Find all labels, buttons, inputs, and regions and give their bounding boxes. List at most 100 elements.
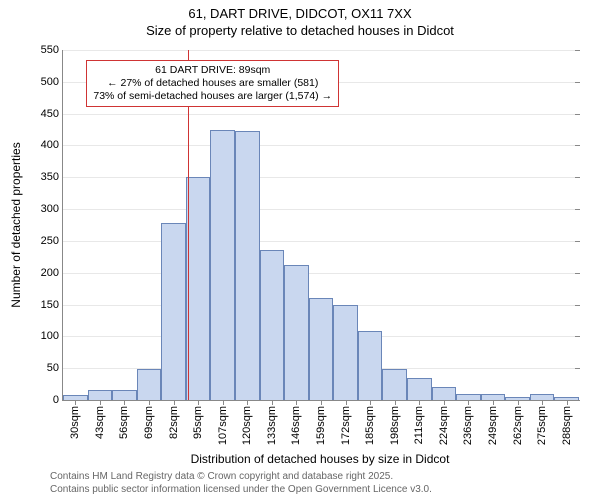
gridline — [63, 241, 579, 242]
annotation-box: 61 DART DRIVE: 89sqm← 27% of detached ho… — [86, 60, 339, 107]
annotation-line-3: 73% of semi-detached houses are larger (… — [93, 90, 332, 102]
xtick-label: 275sqm — [536, 406, 548, 445]
ytick-label: 350 — [41, 171, 59, 183]
histogram-bar — [432, 387, 457, 400]
histogram-bar — [161, 223, 186, 400]
histogram-bar — [333, 305, 358, 400]
histogram-bar — [407, 378, 432, 400]
title-line-2: Size of property relative to detached ho… — [146, 23, 454, 38]
xtick-mark — [468, 400, 469, 405]
gridline — [63, 114, 579, 115]
xtick-mark — [174, 400, 175, 405]
xtick-label: 133sqm — [266, 406, 278, 445]
xtick-mark — [198, 400, 199, 405]
y-axis-label: Number of detached properties — [9, 142, 23, 307]
ytick-label: 200 — [41, 267, 59, 279]
ytick-mark — [575, 209, 580, 210]
histogram-bar — [382, 369, 407, 400]
xtick-label: 95sqm — [192, 406, 204, 439]
gridline — [63, 177, 579, 178]
xtick-mark — [247, 400, 248, 405]
footer-line-2: Contains public sector information licen… — [50, 484, 432, 495]
annotation-line-2: ← 27% of detached houses are smaller (58… — [107, 77, 318, 89]
xtick-mark — [124, 400, 125, 405]
xtick-label: 262sqm — [512, 406, 524, 445]
xtick-mark — [223, 400, 224, 405]
xtick-mark — [542, 400, 543, 405]
xtick-mark — [149, 400, 150, 405]
xtick-label: 69sqm — [143, 406, 155, 439]
plot-area: 05010015020025030035040045050055030sqm43… — [62, 50, 579, 401]
ytick-label: 450 — [41, 108, 59, 120]
histogram-bar — [235, 131, 260, 400]
ytick-mark — [575, 400, 580, 401]
ytick-mark — [575, 82, 580, 83]
ytick-label: 150 — [41, 299, 59, 311]
gridline — [63, 209, 579, 210]
chart-title: 61, DART DRIVE, DIDCOT, OX11 7XX Size of… — [0, 0, 600, 40]
ytick-mark — [575, 145, 580, 146]
ytick-mark — [575, 177, 580, 178]
xtick-label: 120sqm — [241, 406, 253, 445]
ytick-mark — [575, 273, 580, 274]
xtick-mark — [419, 400, 420, 405]
gridline — [63, 273, 579, 274]
annotation-line-1: 61 DART DRIVE: 89sqm — [155, 64, 270, 76]
xtick-label: 249sqm — [487, 406, 499, 445]
xtick-label: 236sqm — [462, 406, 474, 445]
xtick-mark — [518, 400, 519, 405]
histogram-bar — [260, 250, 285, 400]
xtick-label: 56sqm — [118, 406, 130, 439]
xtick-label: 198sqm — [389, 406, 401, 445]
histogram-bar — [186, 177, 211, 400]
ytick-label: 250 — [41, 235, 59, 247]
xtick-label: 224sqm — [438, 406, 450, 445]
histogram-bar — [284, 265, 309, 400]
xtick-label: 288sqm — [561, 406, 573, 445]
xtick-mark — [75, 400, 76, 405]
histogram-bar — [88, 390, 113, 400]
xtick-mark — [395, 400, 396, 405]
ytick-label: 50 — [47, 362, 59, 374]
xtick-mark — [370, 400, 371, 405]
xtick-mark — [567, 400, 568, 405]
xtick-label: 30sqm — [69, 406, 81, 439]
ytick-mark — [575, 50, 580, 51]
histogram-bar — [210, 130, 235, 400]
xtick-label: 82sqm — [168, 406, 180, 439]
x-axis-label: Distribution of detached houses by size … — [62, 452, 578, 466]
xtick-label: 172sqm — [340, 406, 352, 445]
ytick-label: 500 — [41, 76, 59, 88]
xtick-mark — [321, 400, 322, 405]
xtick-mark — [444, 400, 445, 405]
xtick-label: 107sqm — [217, 406, 229, 445]
ytick-label: 100 — [41, 330, 59, 342]
ytick-mark — [575, 305, 580, 306]
xtick-label: 211sqm — [413, 406, 425, 444]
xtick-mark — [272, 400, 273, 405]
xtick-mark — [346, 400, 347, 405]
footer-line-1: Contains HM Land Registry data © Crown c… — [50, 471, 393, 482]
ytick-label: 300 — [41, 203, 59, 215]
xtick-mark — [493, 400, 494, 405]
title-line-1: 61, DART DRIVE, DIDCOT, OX11 7XX — [188, 6, 411, 21]
ytick-mark — [575, 336, 580, 337]
ytick-mark — [575, 368, 580, 369]
xtick-label: 159sqm — [315, 406, 327, 445]
xtick-label: 43sqm — [94, 406, 106, 439]
histogram-bar — [309, 298, 334, 400]
ytick-label: 550 — [41, 44, 59, 56]
xtick-label: 185sqm — [364, 406, 376, 445]
gridline — [63, 50, 579, 51]
histogram-bar — [358, 331, 383, 400]
ytick-mark — [575, 241, 580, 242]
histogram-bar — [112, 390, 137, 400]
chart-container: 61, DART DRIVE, DIDCOT, OX11 7XX Size of… — [0, 0, 600, 500]
xtick-mark — [100, 400, 101, 405]
histogram-bar — [137, 369, 162, 400]
ytick-mark — [575, 114, 580, 115]
xtick-mark — [296, 400, 297, 405]
footer-attribution: Contains HM Land Registry data © Crown c… — [0, 471, 600, 496]
ytick-label: 400 — [41, 139, 59, 151]
gridline — [63, 145, 579, 146]
